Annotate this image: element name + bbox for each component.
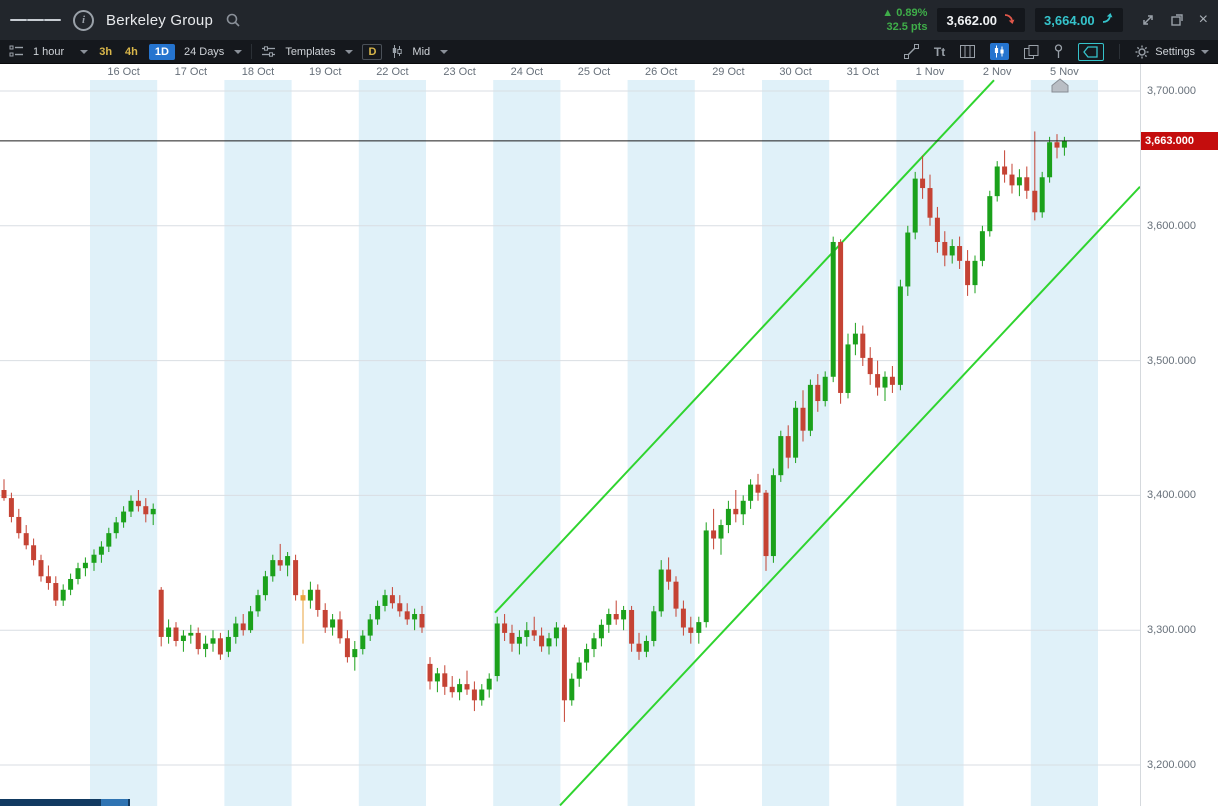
candlestick-chart[interactable]: 16 Oct 17 Oct 18 Oct 19 Oct 22 Oct 23 Oct 24 O…	[0, 64, 1140, 806]
header-right-group: ▲ 0.89% 32.5 pts 3,662.00 3,664.00	[882, 6, 1208, 35]
chevron-down-icon	[1201, 49, 1209, 54]
chevron-down-icon	[345, 49, 354, 54]
day-view-button[interactable]: D	[362, 43, 383, 60]
settings-gear-icon	[1135, 45, 1149, 58]
svg-text:26 Oct: 26 Oct	[645, 66, 677, 78]
range-dropdown[interactable]: 24 Days	[183, 45, 243, 58]
trendline-tool-icon[interactable]	[903, 44, 919, 59]
buy-price: 3,664.00	[1044, 12, 1095, 28]
interval-label: 1 hour	[33, 45, 65, 58]
chevron-down-icon	[80, 49, 89, 54]
close-icon[interactable]: ×	[1198, 11, 1208, 28]
templates-label: Templates	[285, 45, 336, 58]
instrument-title: Berkeley Group	[106, 11, 214, 29]
search-icon[interactable]	[225, 12, 241, 28]
interval-dropdown[interactable]: 1 hour	[33, 45, 89, 58]
indicator-pin-icon[interactable]	[1054, 44, 1063, 59]
toolbar-divider	[1119, 44, 1121, 59]
settings-dropdown[interactable]: Settings	[1135, 45, 1209, 59]
chart-toolbar: 1 hour 3h 4h 1D 24 Days Templates D Mid …	[0, 40, 1218, 64]
scrollbar-handle[interactable]	[101, 799, 128, 806]
price-change: ▲ 0.89% 32.5 pts	[882, 6, 927, 35]
price-axis-label: 3,500.000	[1147, 354, 1196, 367]
buy-price-button[interactable]: 3,664.00	[1035, 8, 1123, 32]
mini-candle-icon	[391, 45, 403, 58]
svg-text:19 Oct: 19 Oct	[309, 66, 341, 78]
chart-area[interactable]: 16 Oct 17 Oct 18 Oct 19 Oct 22 Oct 23 Oct 24 O…	[0, 64, 1140, 806]
sliders-icon	[261, 45, 276, 58]
svg-text:1 Nov: 1 Nov	[916, 66, 945, 78]
sell-price: 3,662.00	[946, 12, 998, 28]
svg-text:16 Oct: 16 Oct	[107, 66, 139, 78]
range-label: 24 Days	[183, 45, 225, 58]
change-percent: 0.89%	[896, 6, 928, 19]
svg-text:2 Nov: 2 Nov	[983, 66, 1012, 78]
price-type-dropdown[interactable]: Mid	[412, 45, 449, 58]
svg-text:25 Oct: 25 Oct	[578, 66, 610, 78]
change-up-arrow: ▲	[882, 6, 894, 19]
timeframe-1d-button[interactable]: 1D	[148, 43, 175, 60]
svg-text:22 Oct: 22 Oct	[376, 66, 408, 78]
price-axis-label: 3,300.000	[1147, 624, 1196, 637]
price-type-label: Mid	[412, 45, 431, 58]
price-axis-label: 3,600.000	[1147, 219, 1196, 232]
chevron-down-icon	[440, 49, 449, 54]
svg-text:5 Nov: 5 Nov	[1050, 66, 1079, 78]
timeframe-4h-button[interactable]: 4h	[125, 45, 138, 58]
buy-arrow-up-icon	[1101, 12, 1114, 28]
text-tool-icon[interactable]: Tt	[933, 44, 946, 59]
window-controls: ×	[1141, 12, 1208, 28]
price-axis-label: 3,400.000	[1147, 489, 1196, 502]
toolbar-divider	[251, 44, 253, 59]
popout-icon[interactable]	[1170, 13, 1184, 27]
svg-text:24 Oct: 24 Oct	[511, 66, 543, 78]
grid-columns-icon[interactable]	[960, 45, 976, 58]
svg-text:29 Oct: 29 Oct	[712, 66, 744, 78]
settings-label: Settings	[1155, 45, 1195, 58]
sell-arrow-down-icon	[1003, 12, 1016, 28]
chart-scrollbar[interactable]	[0, 799, 130, 806]
sell-price-button[interactable]: 3,662.00	[937, 8, 1026, 32]
price-axis-label: 3,700.000	[1147, 85, 1196, 97]
tag-tool-icon[interactable]	[1078, 42, 1105, 61]
templates-dropdown[interactable]: Templates	[285, 45, 354, 58]
current-price-tag: 3,663.000	[1141, 131, 1218, 150]
info-icon[interactable]: i	[73, 9, 94, 31]
svg-text:31 Oct: 31 Oct	[847, 66, 879, 78]
hamburger-menu-icon[interactable]	[10, 16, 61, 24]
svg-text:30 Oct: 30 Oct	[779, 66, 811, 78]
change-points: 32.5 pts	[886, 21, 928, 33]
app-header: i Berkeley Group ▲ 0.89% 32.5 pts 3,662.…	[0, 0, 1218, 40]
chart-list-icon[interactable]	[9, 45, 24, 58]
price-axis-label: 3,200.000	[1147, 759, 1196, 771]
compare-layout-icon[interactable]	[1024, 44, 1039, 59]
svg-text:18 Oct: 18 Oct	[242, 66, 274, 78]
svg-text:17 Oct: 17 Oct	[175, 66, 207, 78]
price-axis[interactable]: 3,663.000 3,700.000 3,600.000 3,500.000 3,4…	[1140, 64, 1218, 806]
svg-text:23 Oct: 23 Oct	[443, 66, 475, 78]
chevron-down-icon	[234, 49, 243, 54]
timeframe-3h-button[interactable]: 3h	[99, 45, 113, 58]
candlestick-type-icon[interactable]	[990, 43, 1010, 60]
drawing-tools-group: Tt Settings	[903, 42, 1209, 61]
expand-icon[interactable]	[1141, 13, 1155, 27]
